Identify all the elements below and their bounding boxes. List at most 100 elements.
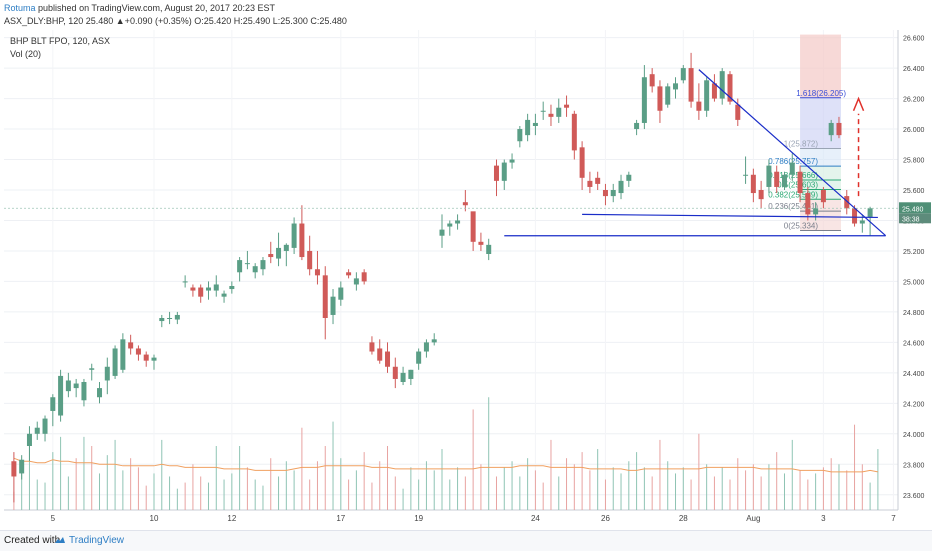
y-tick-label: 26.000 bbox=[903, 127, 925, 134]
volume-bar bbox=[371, 482, 373, 510]
candle bbox=[338, 281, 344, 306]
candle bbox=[182, 275, 188, 288]
candle bbox=[58, 369, 64, 422]
candle bbox=[618, 174, 624, 200]
candle bbox=[610, 183, 616, 203]
candle-body bbox=[392, 366, 398, 379]
candle-body bbox=[649, 74, 655, 87]
volume-bar bbox=[379, 461, 381, 510]
volume-bar bbox=[91, 446, 93, 510]
chart-area[interactable]: 23.600 23.800 24.000 24.200 24.400 24.600 24.8… bbox=[0, 30, 932, 530]
candle bbox=[680, 65, 686, 84]
candle bbox=[159, 314, 165, 328]
volume-bar bbox=[768, 464, 770, 510]
volume-bar bbox=[643, 467, 645, 510]
volume-bar bbox=[355, 470, 357, 510]
volume-bar bbox=[690, 479, 692, 510]
last-price-value: 25.480 bbox=[902, 206, 924, 213]
candle bbox=[42, 415, 48, 442]
candle-body bbox=[268, 254, 274, 258]
fib-level-label: 0.236(25.461) bbox=[768, 202, 818, 211]
volume-bar bbox=[846, 470, 848, 510]
candle-body bbox=[509, 159, 515, 163]
volume-bar bbox=[223, 479, 225, 510]
price-chart-svg[interactable]: 23.600 23.800 24.000 24.200 24.400 24.600 24.8… bbox=[0, 30, 932, 530]
instrument-legend: BHP BLT FPO, 120, ASX bbox=[10, 36, 111, 46]
candle-body bbox=[797, 171, 803, 194]
volume-bar bbox=[75, 458, 77, 510]
candle bbox=[805, 186, 811, 221]
volume-bar bbox=[566, 458, 568, 510]
candle-body bbox=[322, 275, 328, 318]
volume-bar bbox=[122, 470, 124, 510]
candle bbox=[711, 74, 717, 102]
candle bbox=[112, 345, 118, 379]
candle-body bbox=[385, 351, 391, 367]
candle-body bbox=[330, 296, 336, 315]
candle-body bbox=[353, 278, 359, 285]
volume-bar bbox=[558, 476, 560, 510]
candle-body bbox=[423, 342, 429, 352]
volume-bar bbox=[207, 482, 209, 510]
candle-body bbox=[182, 281, 188, 283]
candle-body bbox=[556, 107, 562, 117]
y-tick-label: 26.200 bbox=[903, 97, 925, 104]
volume-bar bbox=[363, 452, 365, 510]
publish-info: Rotuma published on TradingView.com, Aug… bbox=[4, 3, 275, 13]
candle bbox=[291, 217, 297, 254]
candle bbox=[758, 180, 764, 209]
candle-body bbox=[377, 348, 383, 361]
candle bbox=[688, 52, 694, 108]
candle-body bbox=[151, 357, 157, 361]
candle-body bbox=[416, 351, 422, 364]
volume-bar bbox=[488, 397, 490, 510]
candle-body bbox=[346, 272, 352, 276]
candle bbox=[283, 243, 289, 267]
candle bbox=[392, 357, 398, 389]
volume-bar bbox=[581, 452, 583, 510]
candle-body bbox=[42, 418, 48, 434]
candle-body bbox=[104, 366, 110, 381]
candle bbox=[244, 250, 250, 270]
volume-bar bbox=[550, 439, 552, 510]
candle bbox=[377, 339, 383, 364]
candle-body bbox=[774, 171, 780, 187]
candle bbox=[198, 284, 204, 303]
candle-body bbox=[517, 129, 523, 142]
candle-body bbox=[673, 83, 679, 90]
tradingview-logo[interactable]: TradingView bbox=[54, 535, 124, 546]
fib-zone-top bbox=[800, 34, 841, 98]
volume-bar bbox=[28, 446, 30, 510]
tradingview-brand: TradingView bbox=[69, 535, 125, 546]
candle-body bbox=[260, 260, 266, 270]
volume-bar bbox=[254, 479, 256, 510]
candle-body bbox=[307, 250, 313, 270]
x-tick-label: 3 bbox=[821, 514, 826, 523]
volume-bar bbox=[573, 464, 575, 510]
candle bbox=[478, 232, 484, 251]
candle-body bbox=[97, 388, 103, 398]
candle-body bbox=[400, 372, 406, 382]
candle bbox=[322, 266, 328, 340]
volume-bar bbox=[472, 409, 474, 510]
candle-body bbox=[657, 86, 663, 111]
candle bbox=[213, 275, 219, 297]
candle-body bbox=[486, 244, 492, 254]
symbol-label: ASX_DLY:BHP, 120 bbox=[4, 16, 84, 26]
candle-body bbox=[478, 241, 484, 245]
footer-bar: Created with TradingView bbox=[0, 530, 932, 551]
volume-bar bbox=[192, 464, 194, 510]
candle bbox=[781, 171, 787, 190]
candle-body bbox=[73, 383, 79, 389]
candle-body bbox=[135, 348, 141, 355]
volume-bar bbox=[402, 488, 404, 510]
volume-bar bbox=[137, 467, 139, 510]
candle bbox=[307, 235, 313, 276]
volume-bar bbox=[231, 473, 233, 510]
author-link[interactable]: Rotuma bbox=[4, 3, 36, 13]
candle-body bbox=[213, 284, 219, 291]
volume-bar bbox=[316, 461, 318, 510]
volume-bar bbox=[348, 479, 350, 510]
volume-bar bbox=[636, 452, 638, 510]
x-tick-label: 5 bbox=[51, 514, 56, 523]
